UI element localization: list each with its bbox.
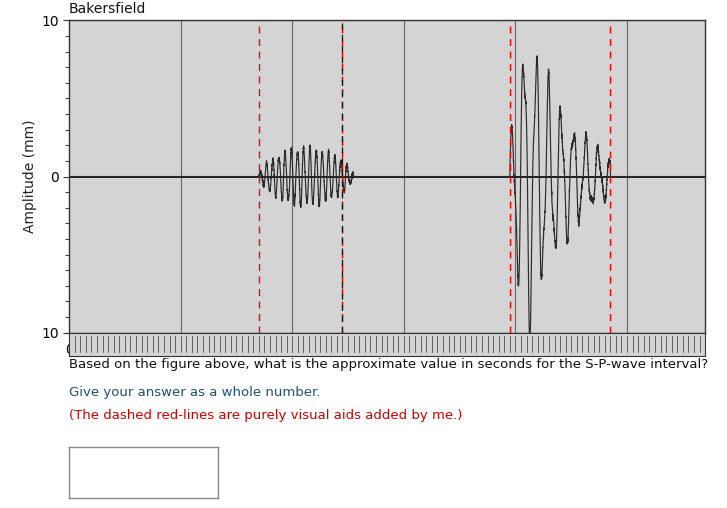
- Text: Bakersfield: Bakersfield: [69, 3, 146, 16]
- Text: Give your answer as a whole number.: Give your answer as a whole number.: [69, 386, 321, 399]
- Y-axis label: Amplitude (mm): Amplitude (mm): [23, 120, 37, 233]
- Text: (The dashed red-lines are purely visual aids added by me.): (The dashed red-lines are purely visual …: [69, 409, 462, 422]
- Text: Based on the figure above, what is the approximate value in seconds for the S-P-: Based on the figure above, what is the a…: [69, 358, 708, 371]
